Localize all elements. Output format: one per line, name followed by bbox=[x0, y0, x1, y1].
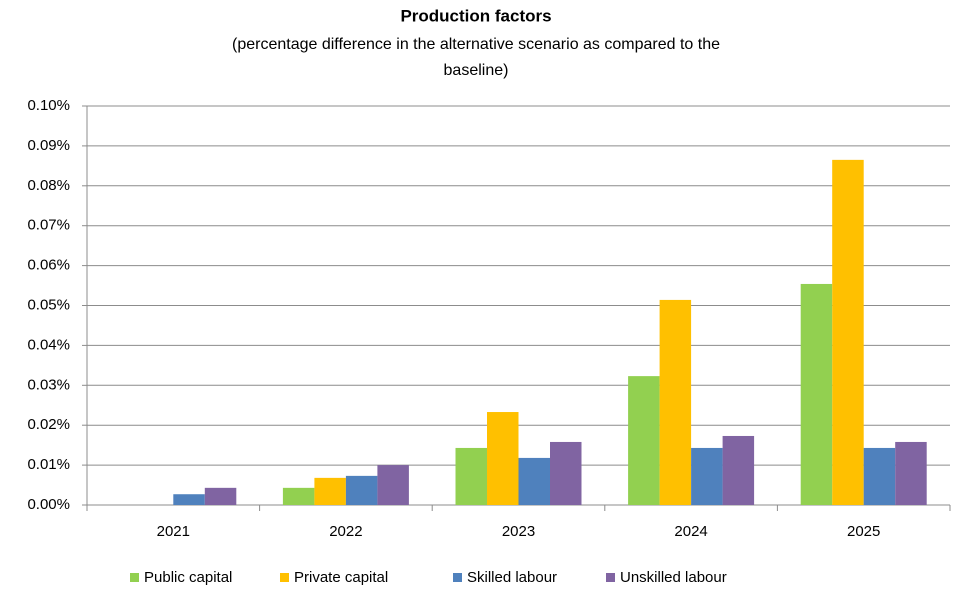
bar bbox=[282, 487, 315, 505]
bar bbox=[691, 447, 723, 505]
bar bbox=[487, 412, 519, 505]
legend-swatch bbox=[606, 573, 615, 582]
bar bbox=[204, 487, 237, 505]
bar bbox=[173, 494, 205, 505]
y-tick-label: 0.09% bbox=[27, 137, 70, 154]
y-tick-label: 0.00% bbox=[27, 496, 70, 513]
legend-swatch bbox=[130, 573, 139, 582]
x-tick-label: 2023 bbox=[502, 523, 535, 540]
y-tick-label: 0.04% bbox=[27, 336, 70, 353]
bar bbox=[377, 465, 409, 505]
bar bbox=[800, 283, 833, 505]
chart-subtitle: baseline) bbox=[444, 62, 509, 79]
legend-swatch bbox=[453, 573, 462, 582]
chart-title: Production factors bbox=[400, 6, 551, 25]
bar bbox=[832, 159, 864, 506]
x-tick-label: 2025 bbox=[847, 523, 880, 540]
x-tick-label: 2021 bbox=[157, 523, 190, 540]
y-tick-label: 0.07% bbox=[27, 217, 70, 234]
y-tick-label: 0.10% bbox=[27, 97, 70, 114]
bar bbox=[863, 447, 896, 505]
bar bbox=[314, 477, 346, 505]
bar bbox=[550, 441, 582, 505]
y-tick-label: 0.01% bbox=[27, 456, 70, 473]
legend-swatch bbox=[280, 573, 289, 582]
bar bbox=[895, 441, 927, 505]
bar bbox=[455, 447, 487, 505]
x-tick-label: 2024 bbox=[674, 523, 707, 540]
bar bbox=[628, 376, 660, 505]
chart-subtitle: (percentage difference in the alternativ… bbox=[232, 36, 720, 53]
legend-label: Unskilled labour bbox=[620, 569, 727, 586]
legend-label: Skilled labour bbox=[467, 569, 557, 586]
y-tick-label: 0.06% bbox=[27, 257, 70, 274]
y-tick-label: 0.03% bbox=[27, 376, 70, 393]
bar bbox=[518, 457, 550, 505]
y-tick-label: 0.05% bbox=[27, 296, 70, 313]
bar bbox=[722, 435, 755, 505]
bar bbox=[659, 299, 692, 505]
legend-label: Private capital bbox=[294, 569, 388, 586]
bar bbox=[345, 475, 378, 505]
x-tick-label: 2022 bbox=[329, 523, 362, 540]
y-tick-label: 0.08% bbox=[27, 177, 70, 194]
legend-label: Public capital bbox=[144, 569, 232, 586]
y-tick-label: 0.02% bbox=[27, 416, 70, 433]
